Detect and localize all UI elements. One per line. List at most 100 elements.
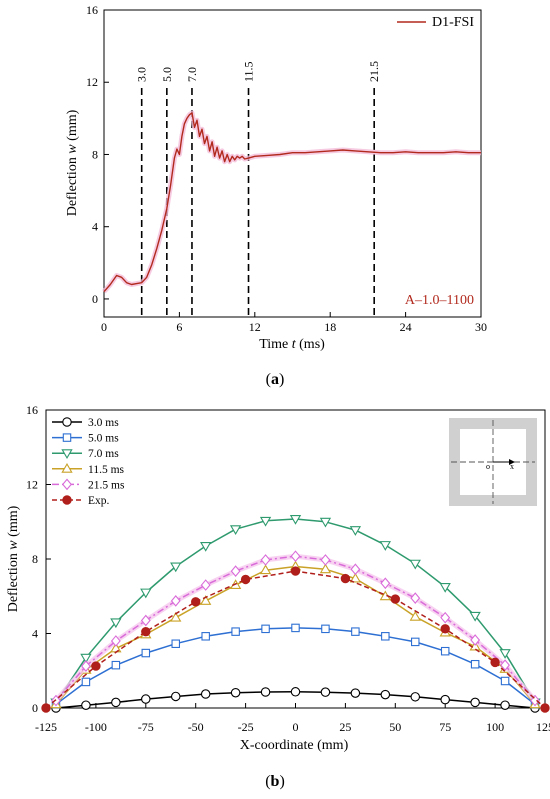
panel-a-y-tick-label: 4 bbox=[92, 220, 98, 234]
data-point bbox=[171, 639, 180, 648]
data-point bbox=[141, 626, 151, 637]
panel-b-series-4 bbox=[51, 550, 540, 707]
data-point bbox=[379, 541, 391, 551]
data-point bbox=[290, 566, 301, 576]
panel-b-x-tick-label: 25 bbox=[339, 720, 351, 734]
data-point bbox=[62, 433, 72, 442]
data-point bbox=[230, 565, 241, 577]
panel-a-series-line bbox=[103, 112, 481, 293]
data-point bbox=[290, 550, 301, 563]
data-point bbox=[261, 624, 270, 634]
data-point bbox=[231, 627, 240, 636]
data-point bbox=[440, 611, 451, 624]
data-point bbox=[140, 614, 151, 627]
data-point bbox=[141, 648, 151, 658]
data-point bbox=[469, 640, 481, 651]
data-point bbox=[470, 697, 480, 708]
data-point bbox=[141, 694, 151, 704]
data-point bbox=[349, 526, 362, 536]
data-point bbox=[440, 694, 450, 705]
panel-b-legend-label: 11.5 ms bbox=[88, 464, 125, 476]
data-point bbox=[350, 563, 361, 576]
panel-a-time-marker-label: 21.5 bbox=[367, 61, 381, 82]
panel-b-y-tick-label: 0 bbox=[32, 701, 38, 715]
data-point bbox=[200, 542, 212, 552]
panel-a-x-tick-label: 30 bbox=[475, 320, 487, 334]
panel-a-time-marker-label: 7.0 bbox=[185, 67, 199, 82]
panel-a-x-tick-label: 24 bbox=[400, 320, 412, 334]
panel-b-x-tick-label: 125 bbox=[536, 720, 550, 734]
panel-b-legend-label: 3.0 ms bbox=[88, 417, 119, 429]
panel-a-x-tick-label: 18 bbox=[324, 320, 336, 334]
panel-b-x-tick-label: 75 bbox=[439, 720, 451, 734]
panel-a-time-marker-label: 11.5 bbox=[242, 61, 256, 82]
data-point bbox=[259, 564, 272, 575]
data-point bbox=[200, 579, 211, 591]
panel-b-y-tick-label: 8 bbox=[32, 552, 38, 566]
data-point bbox=[410, 592, 421, 604]
data-point bbox=[110, 635, 121, 647]
data-point bbox=[291, 623, 300, 633]
data-point bbox=[290, 687, 301, 697]
data-point bbox=[62, 495, 72, 505]
panel-b-caption: (b) bbox=[265, 773, 285, 790]
panel-a-time-marker-label: 5.0 bbox=[160, 67, 174, 82]
panel-b-y-axis-label: Deflection w (mm) bbox=[6, 505, 21, 612]
panel-b-series-5 bbox=[41, 566, 550, 713]
panel-a-x-tick-label: 12 bbox=[249, 320, 261, 334]
data-point bbox=[111, 660, 121, 670]
panel-a-series-band bbox=[102, 110, 481, 294]
data-point bbox=[350, 688, 361, 698]
data-point bbox=[340, 573, 351, 584]
panel-b-series-1 bbox=[51, 623, 540, 709]
panel-b-y-tick-label: 12 bbox=[26, 478, 38, 492]
data-point bbox=[409, 610, 421, 621]
panel-a-y-tick-label: 0 bbox=[92, 292, 98, 306]
panel-b-legend: 3.0 ms 5.0 ms 7.0 ms 11.5 ms 21.5 ms Exp. bbox=[52, 417, 125, 507]
data-point bbox=[110, 618, 122, 629]
panel-b-x-tick-label: 100 bbox=[486, 720, 504, 734]
data-point bbox=[62, 417, 72, 427]
panel-a-plot-frame bbox=[103, 9, 482, 318]
data-point bbox=[540, 703, 550, 713]
data-point bbox=[61, 449, 73, 459]
data-point bbox=[380, 577, 391, 590]
data-point bbox=[170, 562, 182, 573]
data-point bbox=[410, 692, 421, 702]
data-point bbox=[380, 689, 391, 700]
data-point bbox=[319, 517, 332, 528]
data-point bbox=[289, 515, 302, 525]
panel-b-y-tick-label: 4 bbox=[32, 627, 38, 641]
panel-a-x-tick-label: 6 bbox=[176, 320, 182, 334]
data-point bbox=[62, 478, 72, 491]
data-point bbox=[81, 660, 91, 672]
panel-b-x-tick-label: 0 bbox=[293, 720, 299, 734]
data-point bbox=[490, 657, 500, 668]
panel-a-y-axis-label: Deflection w (mm) bbox=[65, 109, 80, 216]
data-point bbox=[499, 649, 511, 659]
data-point bbox=[200, 595, 212, 605]
panel-b-x-axis-label: X-coordinate (mm) bbox=[240, 738, 349, 753]
data-point bbox=[260, 554, 271, 566]
panel-b-x-tick-label: -50 bbox=[188, 720, 204, 734]
data-point bbox=[200, 689, 211, 699]
data-point bbox=[229, 525, 242, 535]
panel-b-legend-label: 5.0 ms bbox=[88, 433, 119, 445]
panel-a-y-tick-label: 16 bbox=[86, 3, 98, 17]
data-point bbox=[390, 594, 400, 604]
data-point bbox=[470, 634, 481, 646]
inset-x-label: x bbox=[510, 462, 514, 471]
data-point bbox=[349, 572, 362, 583]
data-point bbox=[500, 700, 510, 710]
data-point bbox=[191, 597, 201, 607]
panel-a-legend: D1-FSI bbox=[397, 15, 474, 30]
data-point bbox=[259, 516, 272, 527]
panel-b-inset-diagram: o x bbox=[449, 418, 537, 506]
panel-b-x-tick-label: -25 bbox=[238, 720, 254, 734]
data-point bbox=[440, 646, 450, 656]
panel-b-chart: -125 -100 -75 -50 -25 0 25 50 75 100 125 0 4 8 12 16 3.… bbox=[6, 403, 550, 790]
data-point bbox=[170, 611, 182, 622]
panel-b-x-tick-label: -125 bbox=[35, 720, 57, 734]
panel-b-legend-label: 7.0 ms bbox=[88, 448, 119, 460]
